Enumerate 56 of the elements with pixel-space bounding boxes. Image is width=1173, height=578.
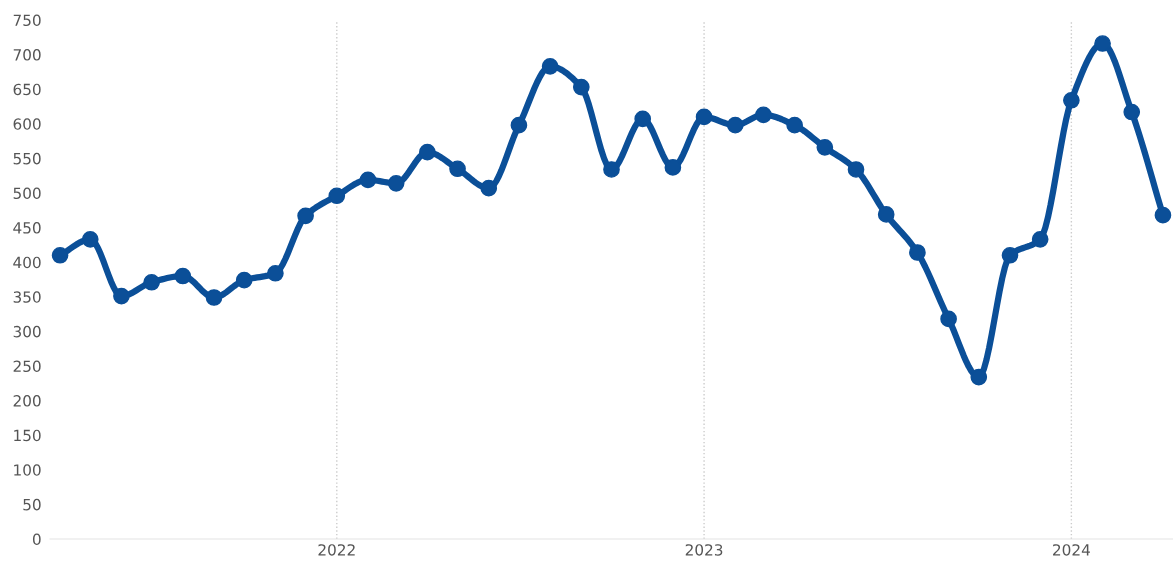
point (387, 174, 405, 192)
point (1123, 103, 1141, 121)
y-tick-label: 300 (13, 325, 41, 338)
y-tick-label: 0 (32, 533, 41, 546)
point (909, 244, 926, 261)
y-tick-label: 450 (13, 222, 41, 234)
point (634, 110, 652, 128)
point (113, 287, 130, 305)
y-tick-label: 250 (13, 360, 41, 373)
point (51, 246, 69, 264)
point (726, 116, 744, 134)
point (235, 271, 253, 289)
point (786, 116, 803, 134)
point (1094, 35, 1111, 52)
point (755, 106, 772, 124)
y-tick-label: 700 (13, 49, 41, 61)
y-tick-label: 150 (14, 429, 41, 442)
point (1154, 206, 1172, 224)
y-tick-label: 750 (13, 14, 41, 27)
point (359, 171, 377, 189)
point (940, 310, 957, 328)
y-tick-label: 100 (14, 464, 41, 476)
point (970, 368, 988, 386)
y-tick-label: 600 (13, 118, 41, 130)
point (419, 143, 436, 161)
point (847, 161, 865, 178)
point (297, 207, 314, 225)
point (267, 264, 284, 282)
point (174, 267, 192, 285)
point (480, 179, 498, 197)
point (143, 273, 160, 291)
point (572, 78, 590, 96)
x-tick-label: 2024 (1053, 544, 1090, 556)
y-tick-label: 50 (23, 498, 41, 511)
point (816, 138, 834, 156)
y-tick-label: 500 (13, 187, 41, 200)
y-tick-label: 200 (13, 395, 41, 407)
point (328, 187, 346, 205)
point (1063, 91, 1080, 109)
point (510, 116, 528, 134)
point (1001, 246, 1019, 264)
y-tick-label: 400 (13, 256, 41, 269)
point (695, 108, 713, 126)
point (541, 58, 559, 75)
point (603, 161, 620, 178)
y-tick-label: 550 (13, 152, 41, 165)
point (81, 231, 99, 248)
point (449, 160, 466, 178)
y-tick-label: 650 (13, 83, 41, 96)
point (664, 159, 682, 176)
y-tick-label: 350 (13, 291, 41, 303)
x-tick-label: 2022 (318, 544, 355, 556)
x-tick-label: 2023 (685, 544, 723, 556)
point (1031, 231, 1049, 248)
point (877, 206, 895, 223)
point (205, 289, 223, 306)
